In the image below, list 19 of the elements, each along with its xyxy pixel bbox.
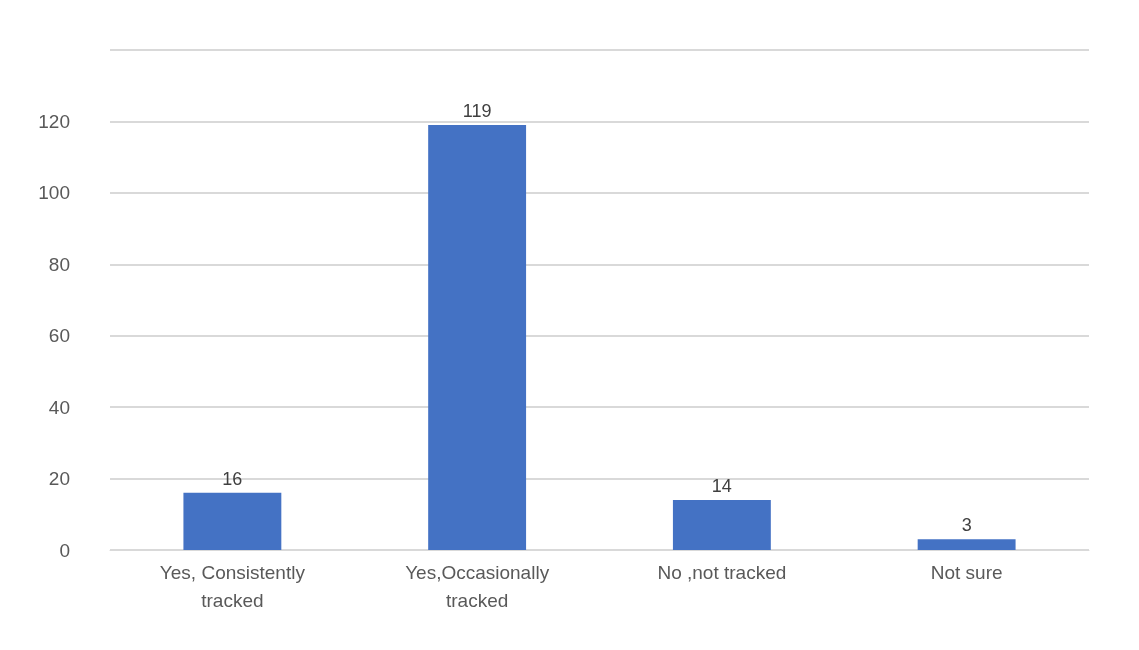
y-tick-label: 20 (48, 468, 70, 490)
bar (917, 539, 1016, 550)
y-tick-label: 40 (48, 396, 70, 418)
x-tick-label: Not sure (930, 561, 1003, 583)
bar (428, 125, 527, 550)
data-label: 119 (462, 101, 492, 121)
data-label: 3 (961, 515, 972, 536)
y-tick-label: 60 (48, 325, 70, 347)
y-tick-label: 0 (59, 539, 70, 561)
x-tick-label: Yes,Occasionally tracked (405, 561, 550, 611)
y-tick-label: 120 (38, 110, 70, 132)
y-tick-label: 100 (38, 182, 70, 204)
bar (672, 500, 771, 550)
data-label: 16 (222, 468, 243, 489)
x-tick-label: Yes, Consistently tracked (159, 561, 306, 611)
data-label: 14 (711, 476, 732, 496)
bar (183, 492, 282, 550)
x-tick-label: No ,not tracked (657, 561, 787, 583)
y-tick-label: 80 (48, 253, 70, 275)
